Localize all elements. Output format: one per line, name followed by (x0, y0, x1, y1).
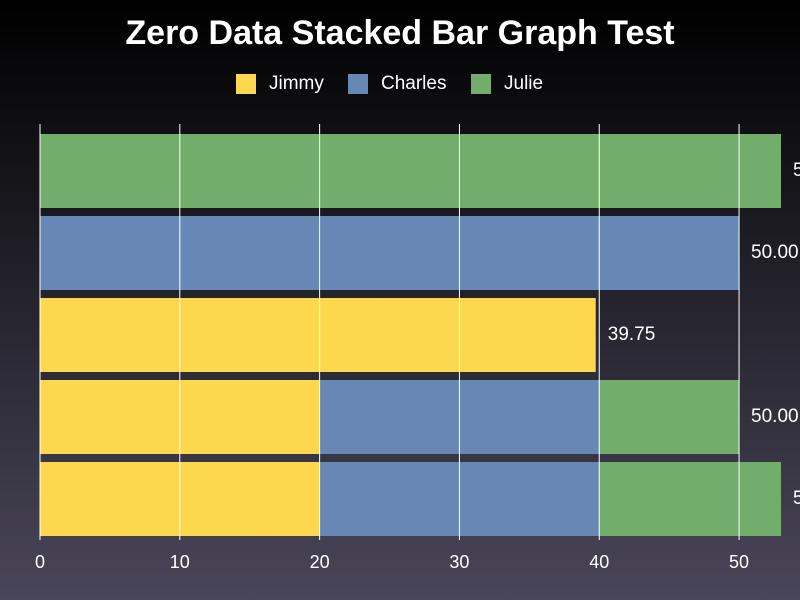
bar-segment (40, 134, 781, 208)
total-label: 53.00 (793, 488, 800, 509)
total-label: 50.00 (751, 242, 799, 263)
x-tick-label: 30 (449, 552, 469, 572)
legend-label: Charles (381, 73, 446, 94)
legend-swatch (471, 74, 491, 94)
x-tick-label: 20 (310, 552, 330, 572)
total-label: 50.00 (751, 406, 799, 427)
bar-segment (599, 380, 740, 454)
x-tick-label: 0 (35, 552, 45, 572)
total-label: 39.75 (608, 324, 656, 345)
legend-label: Julie (504, 73, 543, 94)
bar-segment (40, 298, 596, 372)
x-tick-label: 10 (170, 552, 190, 572)
x-tick-label: 50 (729, 552, 749, 572)
legend-swatch (236, 74, 256, 94)
bar-segment (40, 216, 740, 290)
bar-segment (599, 462, 781, 536)
legend-swatch (348, 74, 368, 94)
chart-title: Zero Data Stacked Bar Graph Test (125, 14, 674, 52)
total-label: 53.00 (793, 160, 800, 181)
x-tick-label: 40 (589, 552, 609, 572)
legend-label: Jimmy (269, 73, 324, 94)
